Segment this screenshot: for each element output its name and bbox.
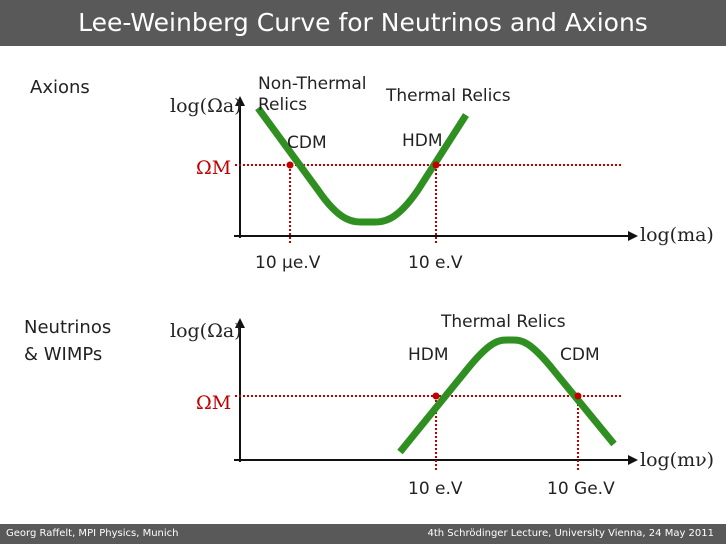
- axions-region-thermal: Thermal Relics: [386, 86, 511, 106]
- neutrinos-hdm-intersection: [432, 392, 440, 400]
- neutrinos-cdm-label: CDM: [560, 345, 600, 365]
- title-bar: [0, 0, 726, 46]
- neutrinos-panel: [234, 318, 638, 470]
- footer-bar: Georg Raffelt, MPI Physics, Munich 4th S…: [0, 524, 726, 544]
- neutrinos-abundance-curve: [397, 336, 617, 455]
- axions-omega-m-label: ΩM: [196, 157, 232, 179]
- axions-region-nonthermal: Non-Thermal Relics: [258, 74, 367, 115]
- axions-x-axis-label: log(ma): [640, 224, 714, 246]
- axions-cdm-intersection: [286, 161, 294, 169]
- axions-hdm-intersection: [432, 161, 440, 169]
- axions-hdm-label: HDM: [402, 131, 443, 151]
- neutrinos-region-thermal: Thermal Relics: [441, 312, 566, 332]
- footer-author: Georg Raffelt, MPI Physics, Munich: [6, 528, 179, 539]
- axions-y-axis-label: log(Ωa): [170, 95, 242, 117]
- footer-event: 4th Schrödinger Lecture, University Vien…: [427, 528, 715, 539]
- neutrinos-cdm-intersection: [574, 392, 582, 400]
- axions-mass-tick-hdm: 10 e.V: [408, 253, 463, 273]
- neutrinos-mass-tick-cdm: 10 Ge.V: [547, 479, 615, 499]
- axions-panel: [234, 96, 638, 245]
- axions-abundance-curve: [255, 105, 469, 226]
- neutrinos-hdm-label: HDM: [408, 345, 449, 365]
- axions-cdm-label: CDM: [287, 133, 327, 153]
- neutrinos-y-axis-label: log(Ωa): [170, 320, 242, 342]
- slide-title: Lee-Weinberg Curve for Neutrinos and Axi…: [78, 8, 648, 37]
- neutrinos-side-label: Neutrinos & WIMPs: [24, 317, 112, 365]
- neutrinos-x-axis-label: log(mν): [640, 449, 715, 471]
- neutrinos-mass-tick-hdm: 10 e.V: [408, 479, 463, 499]
- axions-side-label: Axions: [30, 77, 90, 98]
- neutrinos-omega-m-label: ΩM: [196, 392, 232, 414]
- axions-mass-tick-cdm: 10 μe.V: [255, 253, 321, 273]
